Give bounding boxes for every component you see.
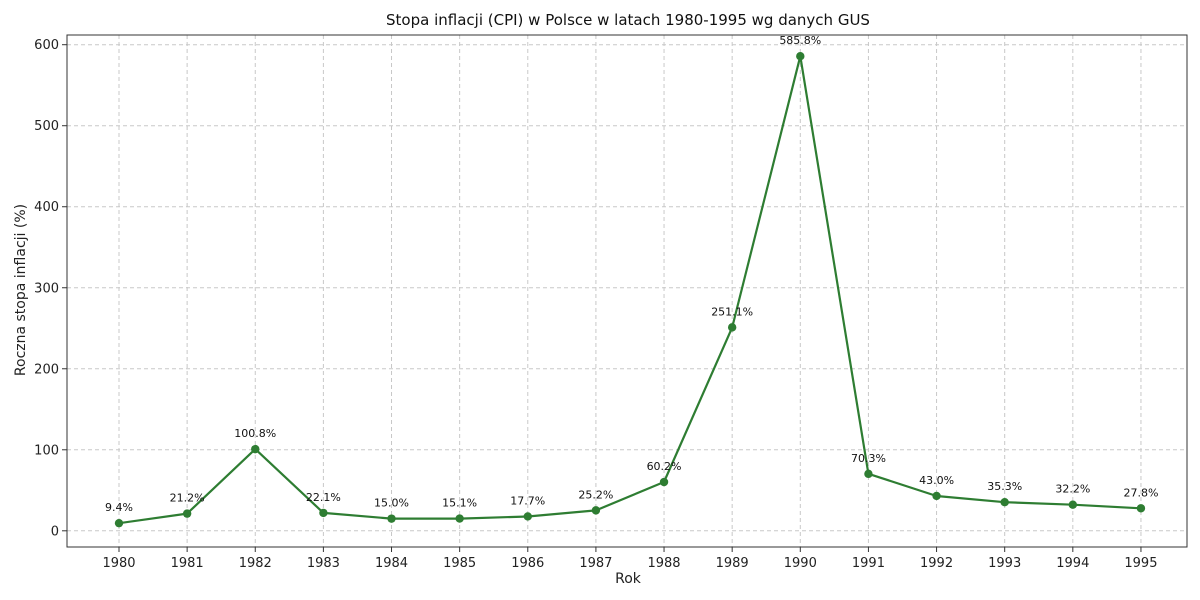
data-label: 43.0% (919, 474, 954, 487)
x-tick-label: 1982 (239, 556, 272, 571)
x-tick-label: 1989 (716, 556, 749, 571)
data-point (319, 508, 328, 518)
x-tick-label: 1981 (171, 556, 204, 571)
x-tick-label: 1983 (307, 556, 340, 571)
data-point (114, 518, 124, 528)
data-point (251, 444, 260, 454)
data-point (182, 509, 192, 518)
data-label: 15.1% (442, 497, 477, 510)
data-point (932, 491, 941, 501)
x-tick-label: 1988 (647, 556, 680, 571)
x-tick-label: 1986 (511, 556, 544, 571)
data-point (591, 506, 601, 515)
data-label: 70.3% (851, 452, 886, 465)
series-line (118, 55, 1141, 525)
grid (67, 35, 1187, 547)
data-label: 27.8% (1123, 486, 1158, 499)
x-tick-label: 1992 (920, 556, 953, 571)
data-labels: 9.4% 21.2% 100.8% 22.1% 15.0% 15.1% 17.7% 25.2%… (105, 34, 1158, 514)
data-label: 9.4% (105, 501, 133, 514)
y-tick-label: 200 (34, 362, 59, 377)
data-label: 21.2% (170, 492, 205, 505)
y-tick-label: 300 (34, 281, 59, 296)
data-label: 22.1% (306, 491, 341, 504)
x-tick-label: 1993 (988, 556, 1021, 571)
x-tick-label: 1987 (579, 556, 612, 571)
axes: 1980 1981 1982 1983 1984 1985 1986 1987 1988 1989… (34, 34, 1188, 571)
data-label: 35.3% (987, 480, 1022, 493)
data-label: 251.1% (711, 305, 753, 318)
data-label: 585.8% (779, 34, 821, 47)
data-label: 15.0% (374, 497, 409, 510)
data-label: 25.2% (578, 488, 613, 501)
x-tick-label: 1984 (375, 556, 408, 571)
y-axis-label: Roczna stopa inflacji (%) (13, 204, 29, 376)
data-point (1068, 500, 1078, 509)
data-label: 60.2% (647, 460, 682, 473)
data-point (727, 323, 737, 332)
data-label: 17.7% (510, 494, 545, 507)
x-tick-label: 1994 (1056, 556, 1089, 571)
data-point (1136, 504, 1146, 513)
y-tick-label: 0 (51, 524, 59, 539)
x-tick-label: 1990 (784, 556, 817, 571)
plot-frame (66, 34, 1188, 548)
y-tick-label: 600 (34, 38, 59, 53)
data-point (659, 477, 669, 487)
x-tick-label: 1991 (852, 556, 885, 571)
chart-title: Stopa inflacji (CPI) w Polsce w latach 1… (386, 11, 870, 29)
y-tick-label: 100 (34, 443, 59, 458)
data-label: 100.8% (234, 427, 276, 440)
data-label: 32.2% (1055, 483, 1090, 496)
y-tick-label: 500 (34, 119, 59, 134)
data-point (1000, 498, 1009, 507)
data-point (523, 512, 532, 521)
x-tick-label: 1980 (102, 556, 135, 571)
data-point (455, 514, 464, 523)
y-tick-label: 400 (34, 200, 59, 215)
data-point (864, 469, 873, 479)
data-point (796, 52, 805, 61)
x-tick-label: 1995 (1124, 556, 1157, 571)
x-tick-label: 1985 (443, 556, 476, 571)
data-point (387, 514, 396, 523)
x-axis-label: Rok (615, 571, 642, 587)
series (114, 52, 1146, 528)
